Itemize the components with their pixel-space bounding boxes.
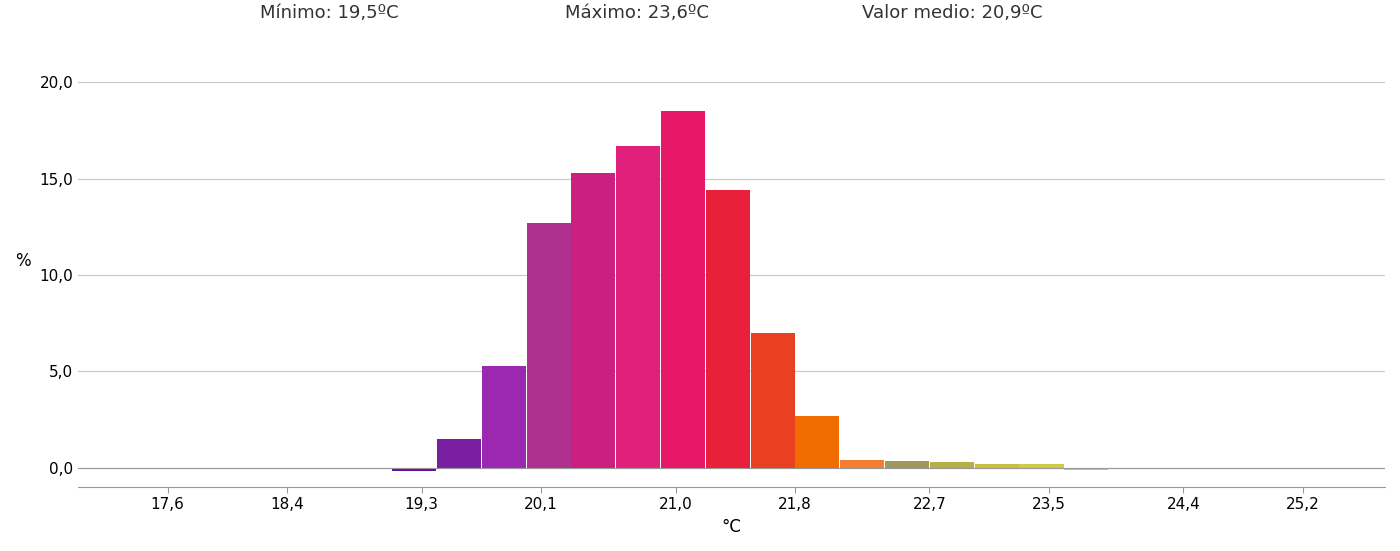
Bar xyxy=(526,223,571,468)
Bar xyxy=(1019,464,1064,468)
Bar xyxy=(1064,468,1109,469)
Bar xyxy=(482,366,526,468)
Bar xyxy=(661,111,706,468)
Y-axis label: %: % xyxy=(15,252,31,271)
Bar xyxy=(885,461,930,468)
Bar xyxy=(750,333,795,468)
Bar xyxy=(795,416,840,468)
Text: Valor medio: 20,9ºC: Valor medio: 20,9ºC xyxy=(862,4,1042,22)
X-axis label: °C: °C xyxy=(721,518,742,536)
Bar xyxy=(930,462,974,468)
Bar xyxy=(437,439,482,468)
Bar xyxy=(571,173,616,468)
Text: Máximo: 23,6ºC: Máximo: 23,6ºC xyxy=(566,4,708,22)
Bar xyxy=(392,468,437,471)
Bar xyxy=(974,463,1019,468)
Text: Mínimo: 19,5ºC: Mínimo: 19,5ºC xyxy=(259,4,399,22)
Bar xyxy=(616,146,661,468)
Bar xyxy=(706,190,750,468)
Bar xyxy=(840,460,885,468)
